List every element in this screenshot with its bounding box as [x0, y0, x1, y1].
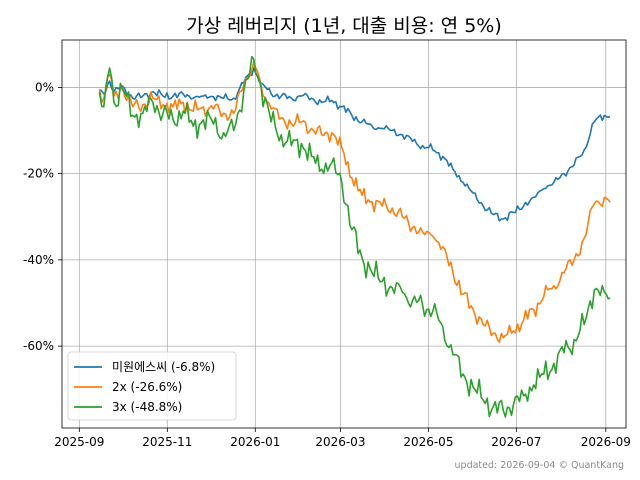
plot-area-frame — [61, 39, 627, 429]
series-line-3 — [98, 55, 611, 418]
series-lines — [98, 55, 611, 418]
x-axis-ticks: 2025-09 2025-11 2026-01 2026-03 2026-05 2026-… — [54, 428, 631, 449]
y-tick-label: -40% — [23, 253, 54, 267]
series-line-1 — [99, 67, 611, 222]
x-tick-label: 2026-01 — [230, 435, 280, 449]
x-tick-label: 2025-09 — [54, 435, 104, 449]
x-tick-label: 2026-09 — [581, 435, 631, 449]
x-tick-label: 2026-07 — [491, 435, 541, 449]
legend-label-1: 미원에스씨 (-6.8%) — [112, 360, 215, 374]
y-tick-label: -20% — [23, 167, 54, 181]
y-tick-label: 0% — [35, 80, 54, 94]
grid-lines — [62, 40, 626, 428]
x-tick-label: 2026-05 — [403, 435, 453, 449]
y-axis-ticks: 0% -20% -40% -60% — [23, 80, 62, 353]
x-tick-label: 2025-11 — [142, 435, 192, 449]
chart-title: 가상 레버리지 (1년, 대출 비용: 연 5%) — [186, 15, 502, 37]
legend: 미원에스씨 (-6.8%) 2x (-26.6%) 3x (-48.8%) — [67, 351, 237, 421]
y-tick-label: -60% — [23, 339, 54, 353]
x-tick-label: 2026-03 — [315, 435, 365, 449]
legend-box — [67, 351, 237, 421]
legend-label-3: 3x (-48.8%) — [112, 400, 182, 414]
legend-label-2: 2x (-26.6%) — [112, 380, 182, 394]
footer-credit: updated: 2026-09-04 © QuantKang — [455, 460, 624, 471]
